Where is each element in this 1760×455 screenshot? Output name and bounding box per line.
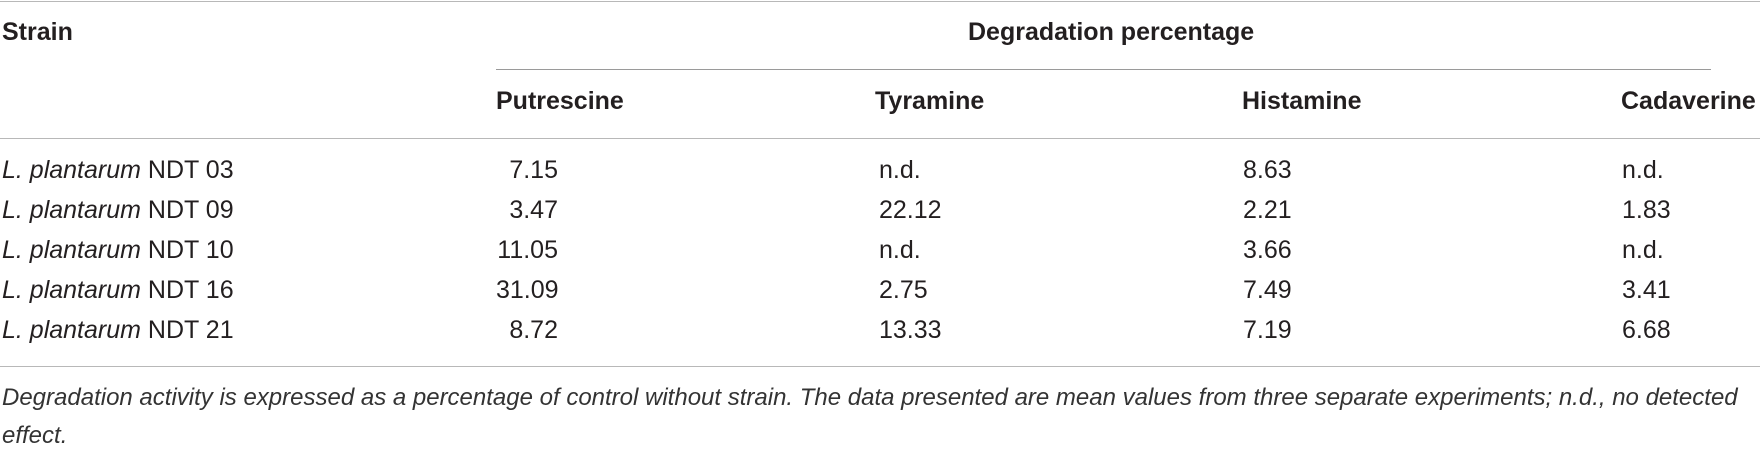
strain-code: NDT 16 <box>140 276 234 304</box>
tyramine-cell: 22.12 <box>879 196 942 224</box>
histamine-cell: 2.21 <box>1243 196 1292 224</box>
header-tyramine: Tyramine <box>875 87 985 115</box>
table-footnote: Degradation activity is expressed as a p… <box>2 384 1738 449</box>
cadaverine-cell: n.d. <box>1622 236 1664 264</box>
putrescine-cell: 8.72 <box>509 316 558 344</box>
header-strain: Strain <box>2 18 73 46</box>
table-row: L. plantarum NDT 09 3.47 22.12 2.21 1.83 <box>0 190 1760 230</box>
table-row: L. plantarum NDT 03 7.15 n.d. 8.63 n.d. <box>0 150 1760 190</box>
strain-cell: L. plantarum NDT 16 <box>2 270 234 310</box>
header-rule <box>0 138 1760 139</box>
putrescine-cell: 7.15 <box>509 156 558 184</box>
putrescine-cell: 31.09 <box>496 276 559 304</box>
tyramine-cell: 13.33 <box>879 316 942 344</box>
spanner-rule <box>496 69 1711 70</box>
header-degradation-percentage: Degradation percentage <box>968 18 1255 46</box>
header-putrescine: Putrescine <box>496 87 624 115</box>
bottom-rule <box>0 366 1760 367</box>
species-name: L. plantarum <box>2 276 141 304</box>
tyramine-cell: n.d. <box>879 156 921 184</box>
header-histamine: Histamine <box>1242 87 1362 115</box>
cadaverine-cell: 6.68 <box>1622 316 1671 344</box>
histamine-cell: 7.19 <box>1243 316 1292 344</box>
strain-code: NDT 10 <box>140 236 234 264</box>
species-name: L. plantarum <box>2 316 141 344</box>
strain-cell: L. plantarum NDT 09 <box>2 190 234 230</box>
cadaverine-cell: 3.41 <box>1622 276 1671 304</box>
strain-cell: L. plantarum NDT 10 <box>2 230 234 270</box>
table-row: L. plantarum NDT 16 31.09 2.75 7.49 3.41 <box>0 270 1760 310</box>
top-rule <box>0 1 1760 2</box>
table-row: L. plantarum NDT 21 8.72 13.33 7.19 6.68 <box>0 310 1760 350</box>
tyramine-cell: n.d. <box>879 236 921 264</box>
tyramine-cell: 2.75 <box>879 276 928 304</box>
strain-code: NDT 03 <box>140 156 234 184</box>
putrescine-cell: 3.47 <box>509 196 558 224</box>
species-name: L. plantarum <box>2 236 141 264</box>
putrescine-cell: 11.05 <box>497 236 558 264</box>
strain-code: NDT 09 <box>140 196 234 224</box>
table-row: L. plantarum NDT 10 11.05 n.d. 3.66 n.d. <box>0 230 1760 270</box>
strain-code: NDT 21 <box>140 316 234 344</box>
strain-cell: L. plantarum NDT 03 <box>2 150 234 190</box>
species-name: L. plantarum <box>2 196 141 224</box>
histamine-cell: 3.66 <box>1243 236 1292 264</box>
species-name: L. plantarum <box>2 156 141 184</box>
histamine-cell: 7.49 <box>1243 276 1292 304</box>
cadaverine-cell: 1.83 <box>1622 196 1671 224</box>
header-cadaverine: Cadaverine <box>1621 87 1756 115</box>
histamine-cell: 8.63 <box>1243 156 1292 184</box>
strain-cell: L. plantarum NDT 21 <box>2 310 234 350</box>
cadaverine-cell: n.d. <box>1622 156 1664 184</box>
